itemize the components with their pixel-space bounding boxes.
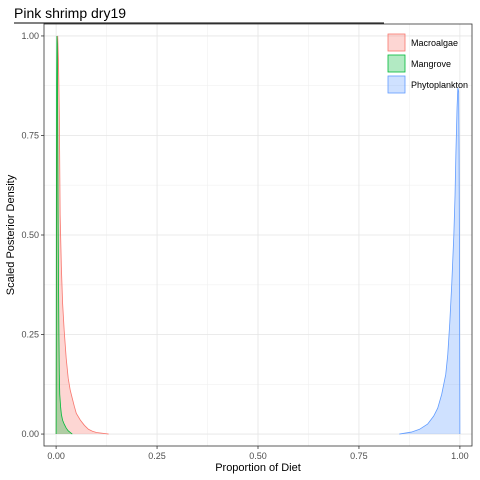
major-gridlines [44, 24, 472, 446]
x-axis-title: Proportion of Diet [215, 462, 301, 474]
mangrove-density-line [55, 35, 73, 435]
x-tick-label: 0.00 [47, 451, 65, 461]
legend-key-phytoplankton [387, 75, 406, 94]
chart-title: Pink shrimp dry19 [14, 5, 126, 21]
phytoplankton-density-line [399, 87, 461, 435]
y-tick-label: 0.75 [21, 130, 39, 140]
phytoplankton-density-area [399, 87, 460, 435]
x-axis-ticks: 0.00 0.25 0.50 0.75 1.00 [47, 446, 469, 461]
y-tick-label: 1.00 [21, 31, 39, 41]
y-tick-label: 0.00 [21, 429, 39, 439]
x-tick-label: 0.25 [148, 451, 166, 461]
legend-label-macroalgae: Macroalgae [411, 38, 458, 48]
legend-key-mangrove [387, 54, 406, 73]
y-tick-label: 0.25 [21, 330, 39, 340]
x-tick-label: 0.50 [249, 451, 267, 461]
legend-key-macroalgae [387, 33, 406, 52]
mangrove-density-area [56, 35, 73, 435]
legend: Macroalgae Mangrove Phytoplankton [387, 33, 468, 94]
legend-label-phytoplankton: Phytoplankton [411, 80, 468, 90]
y-tick-label: 0.50 [21, 230, 39, 240]
x-tick-label: 1.00 [451, 451, 469, 461]
y-axis-title: Scaled Posterior Density [5, 174, 17, 295]
density-areas [55, 35, 461, 435]
macroalgae-density-line [55, 35, 109, 435]
macroalgae-density-area [56, 35, 109, 435]
y-axis-ticks: 0.00 0.25 0.50 0.75 1.00 [21, 31, 44, 439]
legend-label-mangrove: Mangrove [411, 59, 451, 69]
x-tick-label: 0.75 [350, 451, 368, 461]
